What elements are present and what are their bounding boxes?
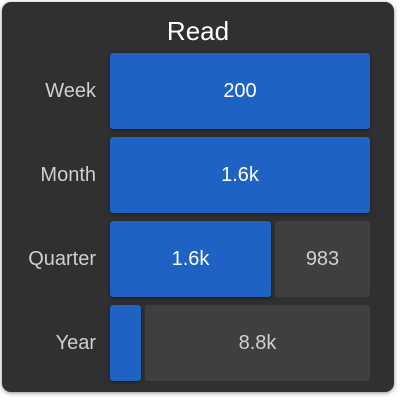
progress-remaining-value: 8.8k — [238, 332, 277, 354]
stat-row-week: Week 200 — [2, 53, 394, 129]
progress-track: 8.8k — [110, 305, 370, 381]
stat-row-month: Month 1.6k — [2, 137, 394, 213]
progress-done-segment — [110, 305, 141, 381]
row-label: Month — [40, 164, 96, 186]
row-label: Week — [45, 80, 96, 102]
progress-remaining-segment: 983 — [275, 221, 370, 297]
stat-row-year: Year 8.8k — [2, 305, 394, 381]
progress-remaining-value: 983 — [305, 248, 340, 270]
progress-track: 200 — [110, 53, 370, 129]
progress-done-value: 200 — [223, 80, 257, 102]
progress-remaining-segment: 8.8k — [145, 305, 370, 381]
progress-track: 1.6k 983 — [110, 221, 370, 297]
card-title: Read — [166, 16, 230, 46]
stat-row-quarter: Quarter 1.6k 983 — [2, 221, 394, 297]
progress-done-segment: 1.6k — [110, 221, 271, 297]
progress-done-value: 1.6k — [221, 164, 259, 186]
read-stats-card: Read Week 200 Month 1.6k Quarter 1.6k 98… — [2, 2, 394, 392]
progress-track: 1.6k — [110, 137, 370, 213]
progress-done-segment: 1.6k — [110, 137, 370, 213]
row-label: Year — [55, 332, 96, 354]
progress-done-value: 1.6k — [171, 248, 210, 270]
row-label: Quarter — [28, 248, 96, 270]
progress-done-segment: 200 — [110, 53, 370, 129]
